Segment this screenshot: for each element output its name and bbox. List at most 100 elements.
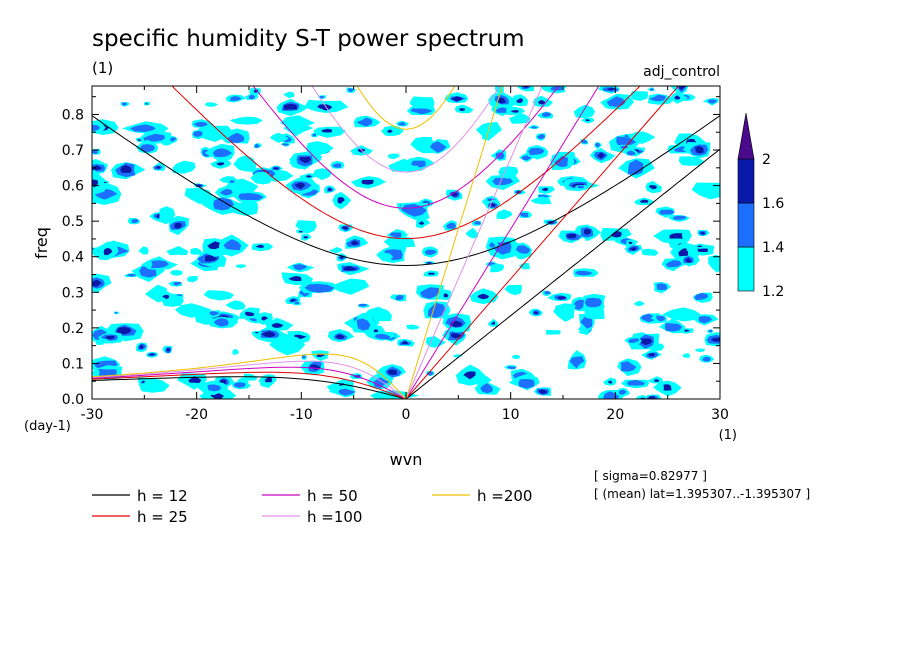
contour-blob <box>630 91 649 101</box>
contour-blob <box>321 128 332 133</box>
contour-blob <box>708 99 718 104</box>
contour-blob <box>337 197 345 204</box>
contour-blob <box>138 246 149 255</box>
contour-blob <box>491 321 496 325</box>
contour-blob <box>140 144 156 153</box>
contour-blob <box>679 86 686 91</box>
contour-blob <box>373 377 390 389</box>
legend-label: h =200 <box>477 487 532 505</box>
contour-blob <box>628 131 656 144</box>
contour-blob <box>377 252 394 261</box>
contour-blob <box>145 103 148 105</box>
contour-blob <box>395 294 404 301</box>
contour-blob <box>92 149 98 155</box>
contour-blob <box>98 368 117 376</box>
gravity-curve <box>92 115 720 267</box>
contour-blob <box>504 284 522 296</box>
contour-blob <box>640 313 658 323</box>
contour-blob <box>465 227 479 239</box>
y-tick-label: 0.8 <box>62 107 84 123</box>
contour-blob <box>374 333 391 340</box>
contour-blob <box>573 299 585 310</box>
contour-blob <box>298 230 303 233</box>
contour-blob <box>232 348 239 355</box>
x-tick-label: 10 <box>502 407 520 423</box>
y-tick-label: 0.6 <box>62 179 84 195</box>
contour-blob <box>662 307 701 322</box>
contour-blob <box>230 96 242 101</box>
rossby-curve <box>92 366 407 399</box>
contour-blob <box>114 311 118 314</box>
contour-blob <box>669 233 683 239</box>
contour-blob <box>490 263 504 273</box>
contour-blob <box>103 248 113 256</box>
contour-blob <box>428 272 436 275</box>
contour-blob <box>695 348 706 353</box>
contour-blob <box>103 181 107 184</box>
contour-blob <box>515 245 531 254</box>
lat-annotation: [ (mean) lat=1.395307..-1.395307 ] <box>594 487 810 501</box>
contour-blob <box>672 215 687 220</box>
kelvin-curve <box>405 86 503 399</box>
sigma-annotation: [ sigma=0.82977 ] <box>594 469 707 483</box>
contour-blob <box>665 260 682 268</box>
rossby-curve <box>92 353 407 399</box>
kelvin-curve <box>405 148 720 399</box>
contour-blob <box>700 232 706 235</box>
contour-blob <box>519 262 531 270</box>
contour-blob <box>418 221 425 225</box>
y-tick-label: 0.1 <box>62 356 84 372</box>
contour-blob <box>538 389 548 394</box>
experiment-label: adj_control <box>643 64 720 80</box>
contour-blob <box>207 384 222 392</box>
contour-blob <box>594 143 600 148</box>
contour-blob <box>95 338 105 345</box>
contour-blob <box>204 102 219 107</box>
contour-blob <box>492 177 514 186</box>
contour-blob <box>139 344 144 349</box>
contour-blob <box>530 196 552 205</box>
contour-blob <box>229 116 263 125</box>
contour-blob <box>188 376 202 383</box>
axes: -30 -20 -10 0 10 20 30 0.0 0.1 0.2 0.3 0.4 0.5 0.6 0.7… <box>62 86 729 423</box>
contour-blob <box>166 246 189 256</box>
contour-blob <box>507 366 517 370</box>
x-tick-label: 30 <box>711 407 729 423</box>
contour-blob <box>261 316 268 321</box>
contour-blob <box>495 152 505 160</box>
colorbar-segment <box>737 158 755 204</box>
contour-blob <box>510 110 519 113</box>
contour-blob <box>173 282 182 286</box>
contour-blob <box>283 121 314 137</box>
y-tick-label: 0.2 <box>62 321 84 337</box>
contour-blob <box>126 274 136 277</box>
kelvin-curve <box>405 86 543 399</box>
x-tick-label: -10 <box>290 407 313 423</box>
contour-blob <box>250 171 271 185</box>
contour-blob <box>290 299 296 302</box>
contour-blob <box>597 152 605 159</box>
contour-blob <box>254 332 259 334</box>
contour-blob <box>213 197 235 211</box>
contour-blob <box>319 95 325 99</box>
contour-blob <box>313 168 332 181</box>
contour-blob <box>509 113 531 124</box>
contour-blob <box>480 383 493 394</box>
contour-blob <box>328 247 343 254</box>
contour-blob <box>120 165 132 173</box>
contour-blob <box>137 139 142 141</box>
contour-blob <box>628 241 633 245</box>
contour-blob <box>172 160 196 174</box>
contour-blob <box>695 146 704 154</box>
contour-blob <box>141 381 145 383</box>
contour-blob <box>356 318 371 331</box>
contour-blob <box>530 126 538 129</box>
contour-blob <box>233 382 246 388</box>
contour-blob <box>105 335 115 340</box>
contour-blob <box>674 95 681 100</box>
contour-blob <box>342 266 358 271</box>
contour-blob <box>273 167 279 170</box>
contour-blob <box>450 333 463 339</box>
y-axis-label: freq <box>32 227 51 259</box>
